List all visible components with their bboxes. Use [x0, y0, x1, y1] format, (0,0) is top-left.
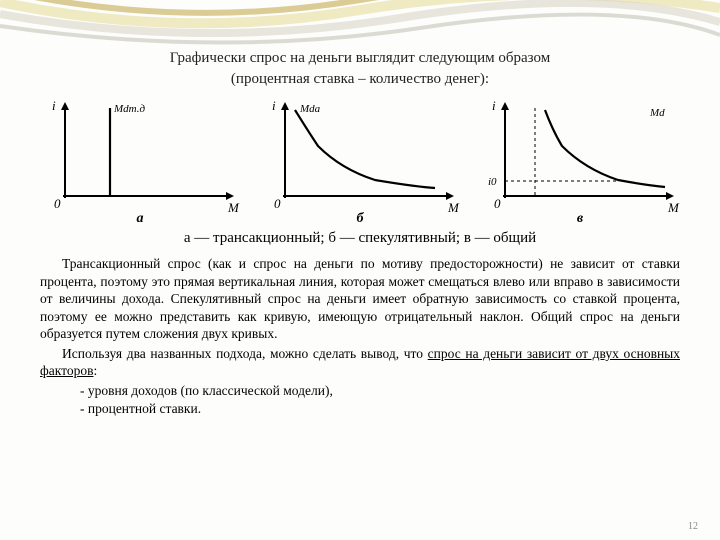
curve-label-c: Md — [649, 107, 665, 119]
curve-label-a: Mdт.д — [113, 103, 145, 115]
chart-a: i M 0 Mdт.д а — [40, 96, 240, 226]
y-axis-label: i — [492, 98, 496, 113]
charts-row: i M 0 Mdт.д а i M 0 Mdа б — [40, 96, 680, 226]
y-axis-label: i — [52, 98, 56, 113]
origin-label: 0 — [274, 196, 281, 211]
title-line-1: Графически спрос на деньги выглядит след… — [40, 50, 680, 67]
chart-c: i M 0 Md i0 в — [480, 96, 680, 226]
y-axis-label: i — [272, 98, 276, 113]
paragraph-1: Трансакционный спрос (как и спрос на ден… — [40, 255, 680, 343]
sub-item-2: - процентной ставки. — [40, 400, 680, 418]
x-axis-label: M — [447, 200, 460, 215]
panel-label-b: б — [357, 211, 365, 226]
origin-label: 0 — [494, 196, 501, 211]
body-text: Трансакционный спрос (как и спрос на ден… — [40, 255, 680, 418]
page-number: 12 — [688, 521, 698, 532]
title-line-2: (процентная ставка – количество денег): — [40, 71, 680, 88]
i0-label: i0 — [488, 176, 497, 188]
charts-caption: а — трансакционный; б — спекулятивный; в… — [40, 230, 680, 247]
panel-label-c: в — [577, 211, 584, 226]
x-axis-label: M — [227, 200, 240, 215]
paragraph-2: Используя два названных подхода, можно с… — [40, 345, 680, 380]
sub-item-1: - уровня доходов (по классической модели… — [40, 382, 680, 400]
panel-label-a: а — [137, 211, 144, 226]
slide-content: Графически спрос на деньги выглядит след… — [0, 0, 720, 429]
chart-b: i M 0 Mdа б — [260, 96, 460, 226]
curve-label-b: Mdа — [299, 103, 321, 115]
origin-label: 0 — [54, 196, 61, 211]
x-axis-label: M — [667, 200, 680, 215]
